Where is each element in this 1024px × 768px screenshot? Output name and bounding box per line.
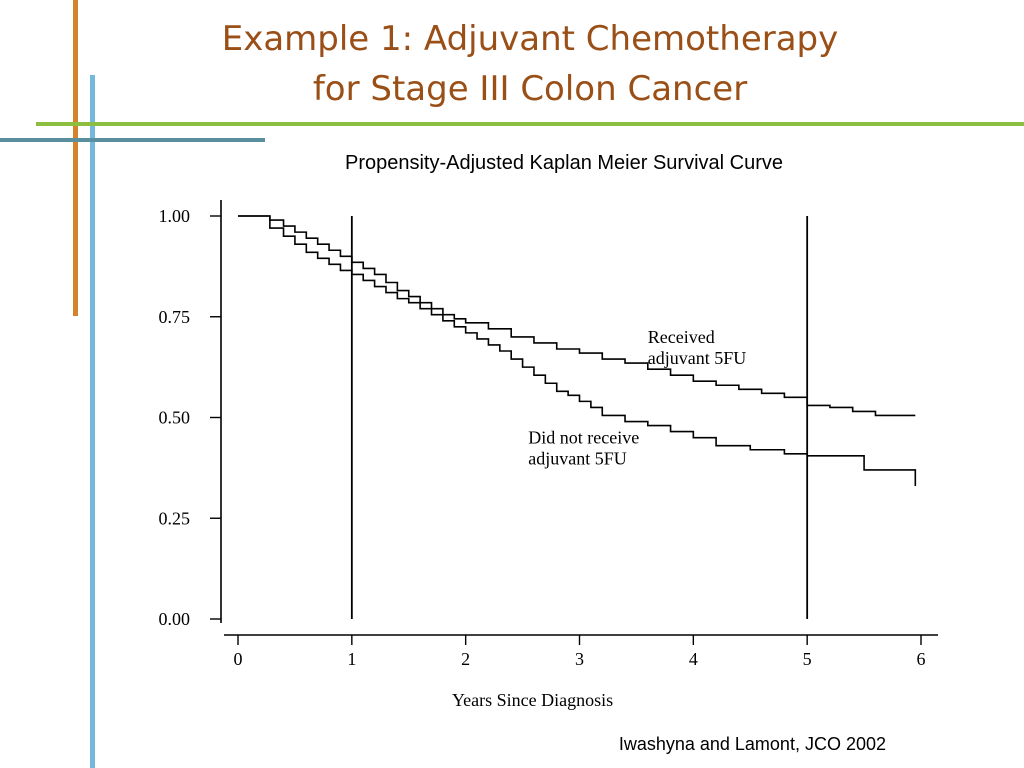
y-tick-label: 0.25 <box>159 508 191 528</box>
slide-title: Example 1: Adjuvant Chemotherapy for Sta… <box>130 14 930 114</box>
x-tick-label: 5 <box>803 649 812 669</box>
accent-bar-green <box>36 122 1024 126</box>
x-axis-title: Years Since Diagnosis <box>452 690 613 710</box>
slide-title-line-1: Example 1: Adjuvant Chemotherapy <box>221 19 839 59</box>
survival-curve-received <box>238 215 916 417</box>
x-tick-label: 2 <box>461 649 470 669</box>
series-label: adjuvant 5FU <box>648 348 747 368</box>
y-tick-label: 0.00 <box>159 609 191 629</box>
x-tick-label: 1 <box>347 649 356 669</box>
y-tick-label: 1.00 <box>159 206 191 226</box>
survival-curve-not-received <box>238 215 917 487</box>
chart-subtitle: Propensity-Adjusted Kaplan Meier Surviva… <box>345 152 783 174</box>
x-tick-label: 6 <box>917 649 926 669</box>
x-tick-label: 4 <box>689 649 698 669</box>
x-tick-label: 0 <box>234 649 243 669</box>
x-tick-label: 3 <box>575 649 584 669</box>
series-label: adjuvant 5FU <box>528 449 627 469</box>
accent-bar-orange <box>73 0 78 316</box>
y-tick-label: 0.75 <box>159 307 191 327</box>
slide-title-line-2: for Stage III Colon Cancer <box>312 69 748 109</box>
accent-bar-blue <box>90 75 95 768</box>
series-label: Received <box>648 327 715 347</box>
accent-bar-teal <box>0 138 265 142</box>
citation: Iwashyna and Lamont, JCO 2002 <box>618 734 886 754</box>
series-label: Did not receive <box>528 428 639 448</box>
y-tick-label: 0.50 <box>159 408 191 428</box>
